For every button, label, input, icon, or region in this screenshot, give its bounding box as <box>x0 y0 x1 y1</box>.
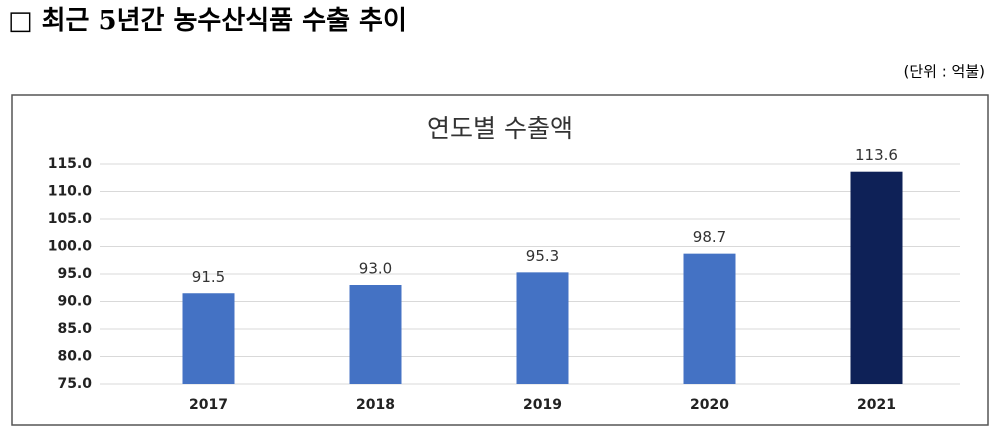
y-tick-label: 115.0 <box>48 156 93 172</box>
data-label: 95.3 <box>526 247 559 265</box>
y-tick-label: 100.0 <box>48 239 93 255</box>
y-tick-label: 75.0 <box>57 376 92 392</box>
page-title: □ 최근 5년간 농수산식품 수출 추이 <box>8 6 407 36</box>
bar <box>516 272 569 384</box>
data-label: 93.0 <box>359 260 392 278</box>
y-tick-label: 90.0 <box>57 294 92 310</box>
y-tick-label: 85.0 <box>57 321 92 337</box>
chart-frame <box>11 94 989 426</box>
bar <box>349 285 402 384</box>
x-tick-label: 2019 <box>523 397 562 413</box>
bar <box>683 253 736 384</box>
data-label: 91.5 <box>192 268 225 286</box>
x-tick-label: 2017 <box>189 397 228 413</box>
y-tick-label: 80.0 <box>57 349 92 365</box>
data-label: 113.6 <box>855 146 898 164</box>
y-tick-label: 110.0 <box>48 184 93 200</box>
y-tick-label: 95.0 <box>57 266 92 282</box>
x-tick-label: 2018 <box>356 397 395 413</box>
bar <box>850 171 903 384</box>
data-label: 98.7 <box>693 228 726 246</box>
y-tick-label: 105.0 <box>48 211 93 227</box>
x-tick-label: 2020 <box>690 397 729 413</box>
bar <box>182 293 235 384</box>
x-tick-label: 2021 <box>857 397 896 413</box>
unit-label: (단위 : 억불) <box>904 63 986 81</box>
chart-title: 연도별 수출액 <box>427 114 573 143</box>
